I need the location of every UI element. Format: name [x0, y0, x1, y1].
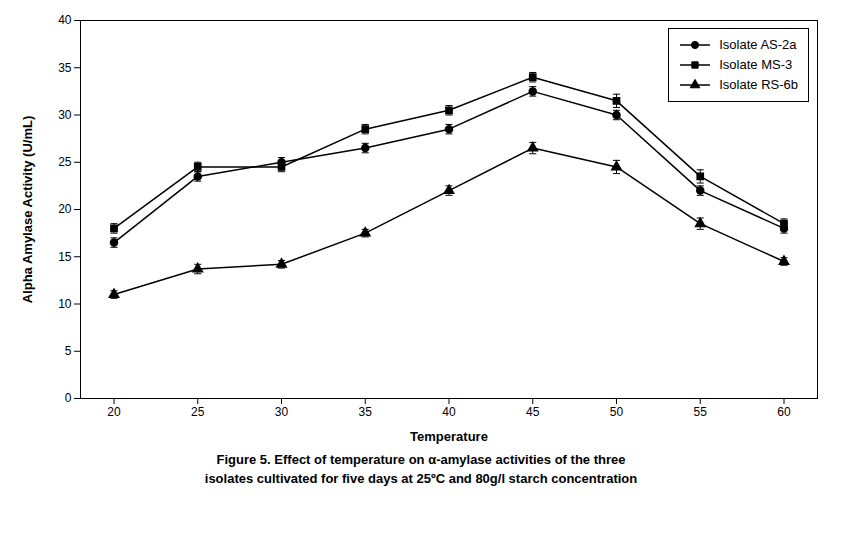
- svg-text:30: 30: [58, 108, 72, 122]
- svg-text:55: 55: [694, 405, 708, 419]
- svg-text:5: 5: [65, 344, 72, 358]
- html-text:Isolate RS-6b: Isolate RS-6b: [719, 77, 798, 92]
- svg-text:50: 50: [610, 405, 624, 419]
- svg-text:35: 35: [58, 61, 72, 75]
- svg-text:25: 25: [191, 405, 205, 419]
- svg-text:15: 15: [58, 250, 72, 264]
- svg-text:40: 40: [58, 13, 72, 27]
- svg-text:35: 35: [359, 405, 373, 419]
- svg-text:30: 30: [275, 405, 289, 419]
- html-text:Figure 5. Effect of temperatur: Figure 5. Effect of temperature on α-amy…: [216, 452, 626, 467]
- html-text:Isolate AS-2a: Isolate AS-2a: [719, 37, 797, 52]
- html-text:isolates cultivated for five d: isolates cultivated for five days at 25º…: [204, 471, 638, 486]
- svg-text:40: 40: [442, 405, 456, 419]
- svg-text:45: 45: [526, 405, 540, 419]
- svg-text:0: 0: [65, 391, 72, 405]
- svg-text:10: 10: [58, 297, 72, 311]
- html-text:Isolate MS-3: Isolate MS-3: [719, 57, 793, 72]
- svg-text:Temperature: Temperature: [410, 429, 488, 444]
- svg-text:60: 60: [777, 405, 791, 419]
- svg-text:25: 25: [58, 155, 72, 169]
- svg-text:20: 20: [58, 202, 72, 216]
- svg-text:Alpha Amylase Activity (U/mL): Alpha Amylase Activity (U/mL): [20, 116, 35, 304]
- svg-text:20: 20: [107, 405, 121, 419]
